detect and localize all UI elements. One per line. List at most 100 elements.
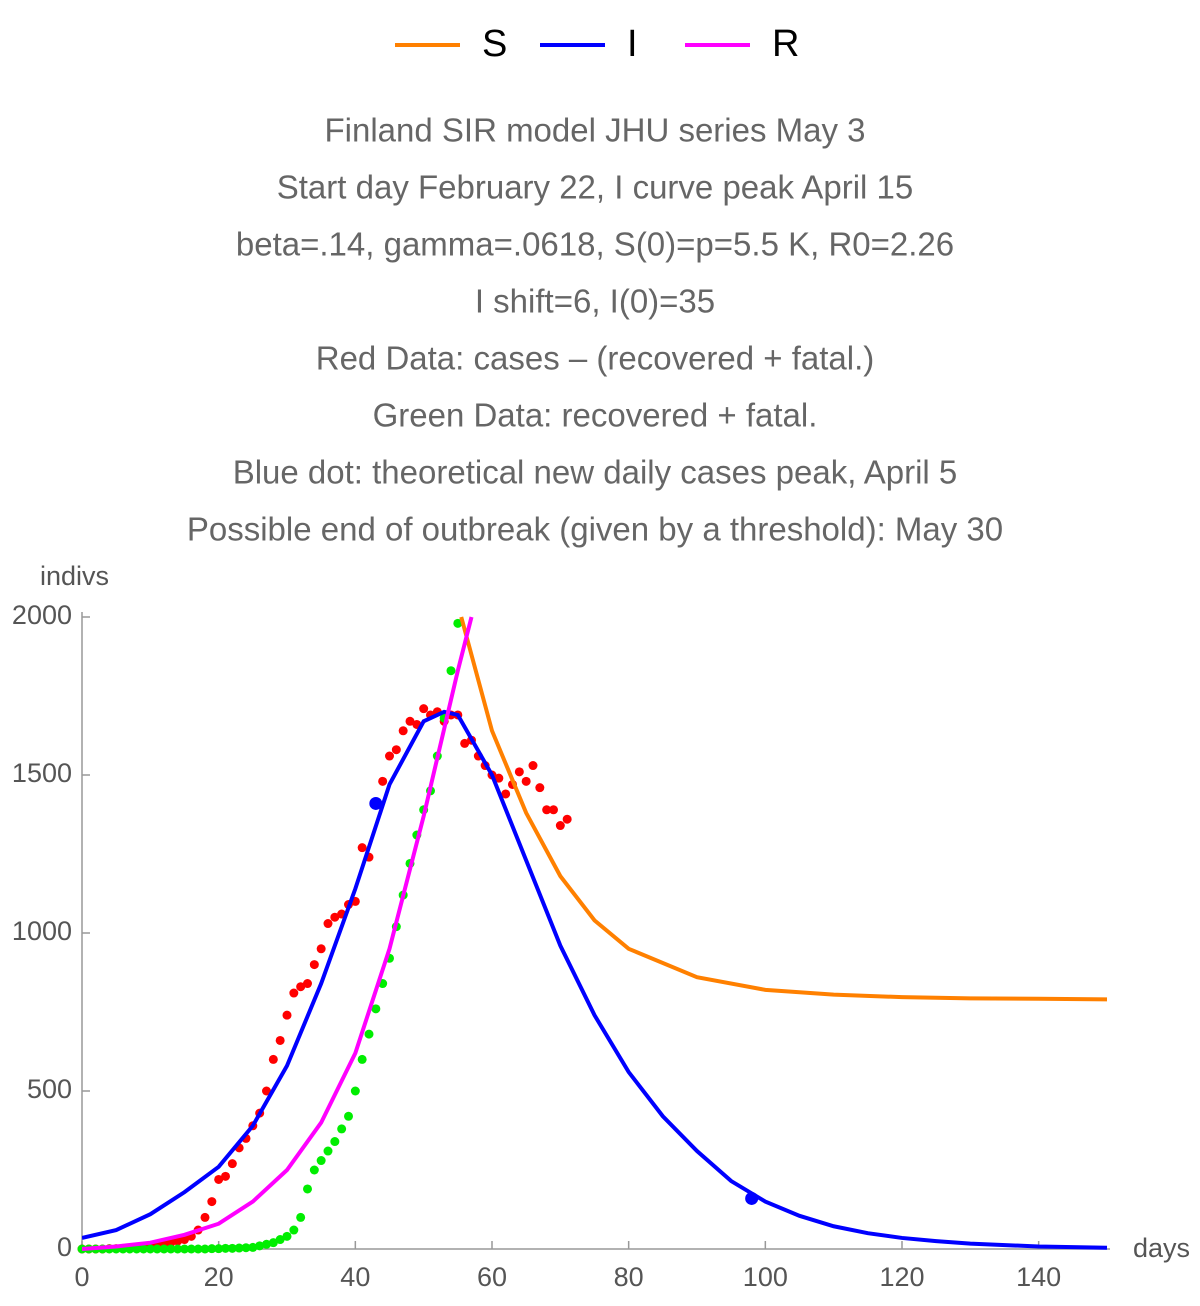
data-point [535, 783, 545, 793]
x-tick-label: 140 [1016, 1262, 1061, 1292]
data-point [309, 1165, 319, 1175]
data-point [323, 919, 333, 929]
data-point [542, 805, 552, 815]
data-point [323, 1146, 333, 1156]
series-line [459, 616, 1108, 1002]
data-point [357, 1054, 367, 1064]
x-axis-label: days [1133, 1233, 1190, 1263]
data-point [330, 912, 340, 922]
data-point [275, 1035, 285, 1045]
legend-label: I [627, 23, 638, 65]
data-point [521, 776, 531, 786]
data-point [350, 1086, 360, 1096]
data-point [303, 979, 312, 989]
data-point [214, 1244, 224, 1254]
data-point [330, 1137, 340, 1147]
legend-label: S [482, 23, 507, 65]
data-point [296, 982, 306, 992]
data-point [193, 1244, 203, 1254]
data-point [289, 1225, 299, 1235]
data-point [460, 738, 470, 748]
data-point [528, 761, 538, 771]
chart-title: beta=.14, gamma=.0618, S(0)=p=5.5 K, R0=… [236, 226, 954, 263]
data-point [555, 821, 565, 831]
data-point [200, 1212, 210, 1222]
series-line [82, 709, 1108, 1250]
data-point [262, 1086, 271, 1096]
chart-title: Finland SIR model JHU series May 3 [324, 112, 865, 149]
y-tick-label: 0 [57, 1232, 72, 1262]
data-point [369, 796, 383, 810]
data-point [316, 1156, 326, 1166]
data-point [234, 1243, 244, 1253]
x-tick-label: 0 [74, 1262, 89, 1292]
y-tick-label: 1500 [12, 758, 72, 788]
data-point [180, 1244, 189, 1254]
data-point [289, 988, 299, 998]
data-point [221, 1243, 230, 1253]
data-point [398, 726, 408, 736]
x-tick-label: 100 [743, 1262, 788, 1292]
data-point [337, 1124, 347, 1134]
data-point [309, 960, 319, 970]
data-point [227, 1243, 237, 1253]
data-point [227, 1159, 237, 1169]
data-point [562, 814, 572, 824]
series-line [82, 616, 474, 1251]
y-tick-label: 2000 [12, 600, 72, 630]
data-point [214, 1174, 224, 1184]
data-point [514, 767, 524, 777]
data-point [391, 745, 401, 755]
data-point [159, 1244, 169, 1254]
data-point [385, 751, 394, 761]
data-point [275, 1235, 285, 1245]
data-point [316, 944, 326, 954]
data-point [255, 1241, 265, 1251]
y-axis-label: indivs [40, 561, 109, 591]
x-tick-label: 120 [879, 1262, 924, 1292]
data-point [549, 805, 558, 815]
data-point [248, 1242, 258, 1252]
data-point [303, 1184, 312, 1194]
data-point [419, 704, 429, 714]
data-point [344, 1111, 353, 1121]
data-point [501, 789, 511, 799]
y-tick-label: 1000 [12, 916, 72, 946]
data-point [262, 1239, 271, 1249]
x-tick-label: 40 [340, 1262, 370, 1292]
data-point [405, 716, 415, 726]
data-point [494, 773, 504, 783]
chart-title: Green Data: recovered + fatal. [373, 397, 818, 434]
data-point [166, 1244, 176, 1254]
y-tick-label: 500 [27, 1074, 72, 1104]
data-point [152, 1244, 162, 1254]
data-point [296, 1212, 306, 1222]
x-tick-label: 20 [204, 1262, 234, 1292]
data-point [200, 1244, 210, 1254]
data-point [186, 1244, 196, 1254]
data-point [241, 1243, 251, 1253]
data-point [132, 1244, 142, 1254]
data-point [371, 1004, 381, 1014]
data-point [173, 1244, 183, 1254]
legend-label: R [772, 23, 799, 65]
data-point [207, 1197, 217, 1207]
chart-title: Red Data: cases – (recovered + fatal.) [316, 340, 875, 377]
data-point [145, 1244, 155, 1254]
data-point [364, 1029, 374, 1039]
data-point [268, 1238, 278, 1248]
data-point [357, 843, 367, 853]
data-point [268, 1054, 278, 1064]
data-point [453, 618, 463, 628]
data-point [282, 1010, 292, 1020]
chart-title: Start day February 22, I curve peak Apri… [277, 169, 914, 206]
chart-title: Possible end of outbreak (given by a thr… [187, 511, 1003, 548]
data-point [745, 1191, 759, 1205]
data-point [378, 776, 388, 786]
chart-title: Blue dot: theoretical new daily cases pe… [233, 454, 958, 491]
x-tick-label: 60 [477, 1262, 507, 1292]
chart-title: I shift=6, I(0)=35 [475, 283, 715, 320]
data-point [446, 666, 456, 676]
data-point [221, 1171, 230, 1181]
